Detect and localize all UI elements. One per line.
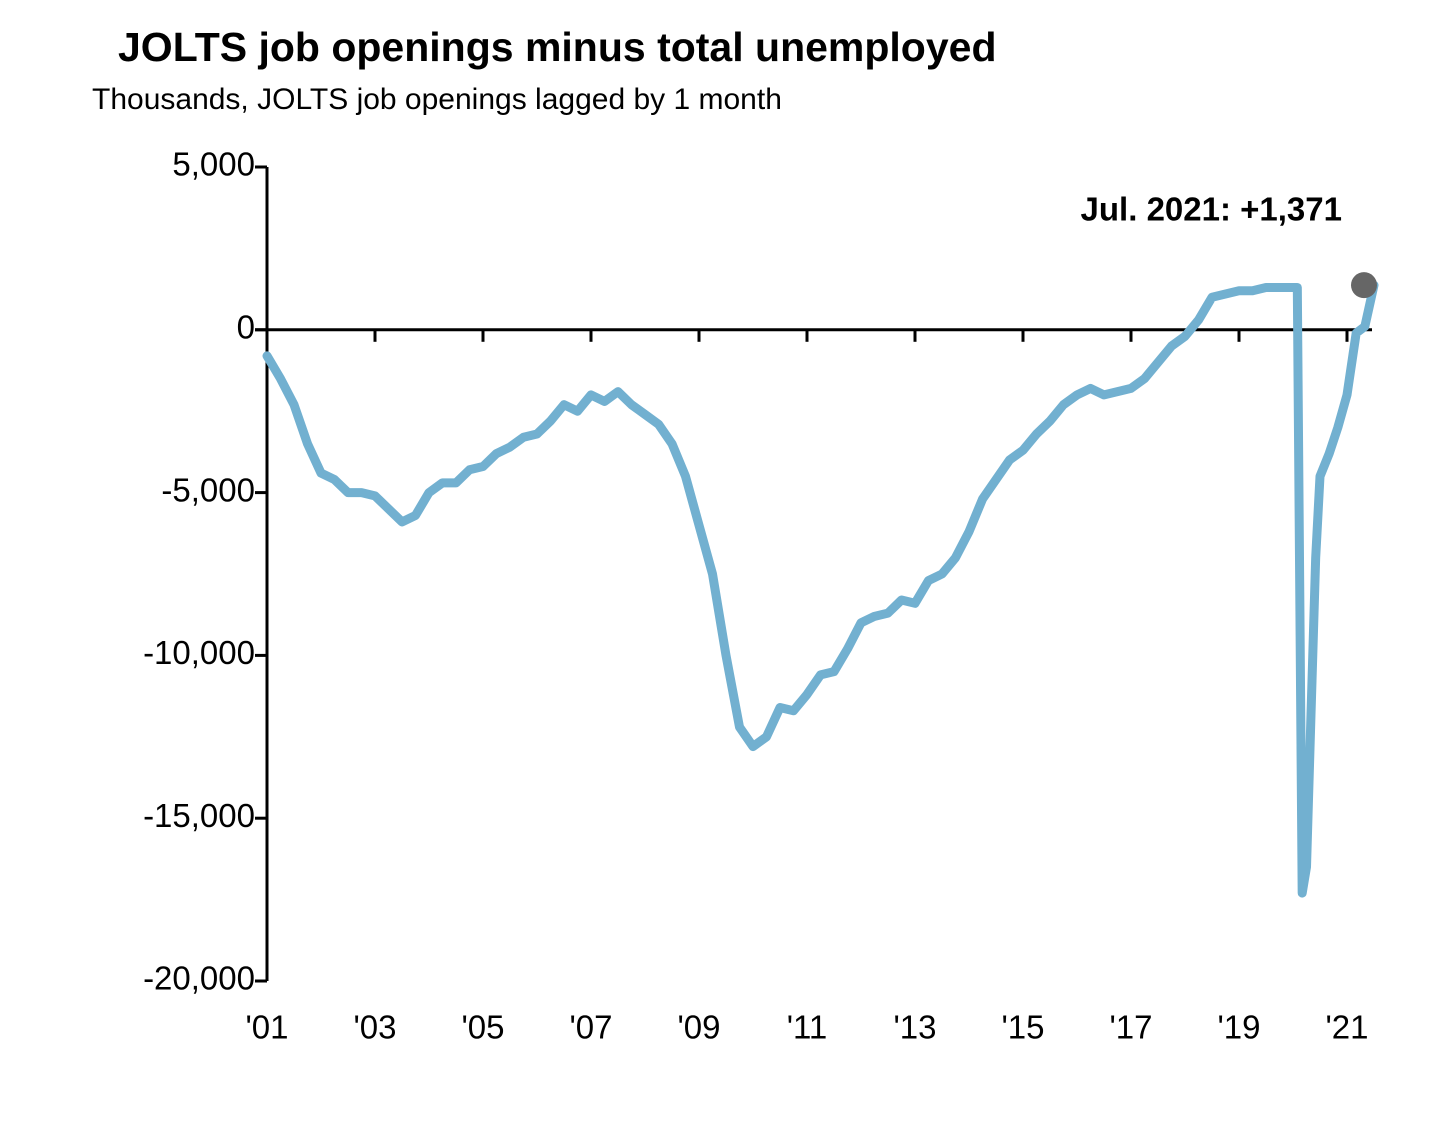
x-tick-label: '03 [353,1009,396,1046]
x-tick-label: '11 [787,1009,828,1046]
y-tick-label: 5,000 [172,146,255,183]
data-line [262,280,1379,898]
chart-subtitle: Thousands, JOLTS job openings lagged by … [92,83,782,116]
x-tick-label: '01 [245,1009,288,1046]
x-tick-label: '05 [461,1009,504,1046]
x-tick-label: '17 [1109,1009,1152,1046]
y-tick-label: -15,000 [143,797,255,834]
y-tick-label: -5,000 [161,471,255,508]
x-tick-label: '21 [1325,1009,1368,1046]
y-tick-label: -20,000 [143,960,255,997]
end-marker [1351,272,1377,299]
x-tick-label: '09 [677,1009,720,1046]
x-tick-label: '15 [1001,1009,1044,1046]
x-tick-label: '19 [1217,1009,1260,1046]
chart-title: JOLTS job openings minus total unemploye… [118,24,997,70]
x-tick-label: '07 [569,1009,612,1046]
annotation: Jul. 2021: +1,371 [1081,191,1342,228]
x-tick-label: '13 [893,1009,936,1046]
y-tick-label: 0 [237,309,255,346]
y-tick-label: -10,000 [143,634,255,671]
